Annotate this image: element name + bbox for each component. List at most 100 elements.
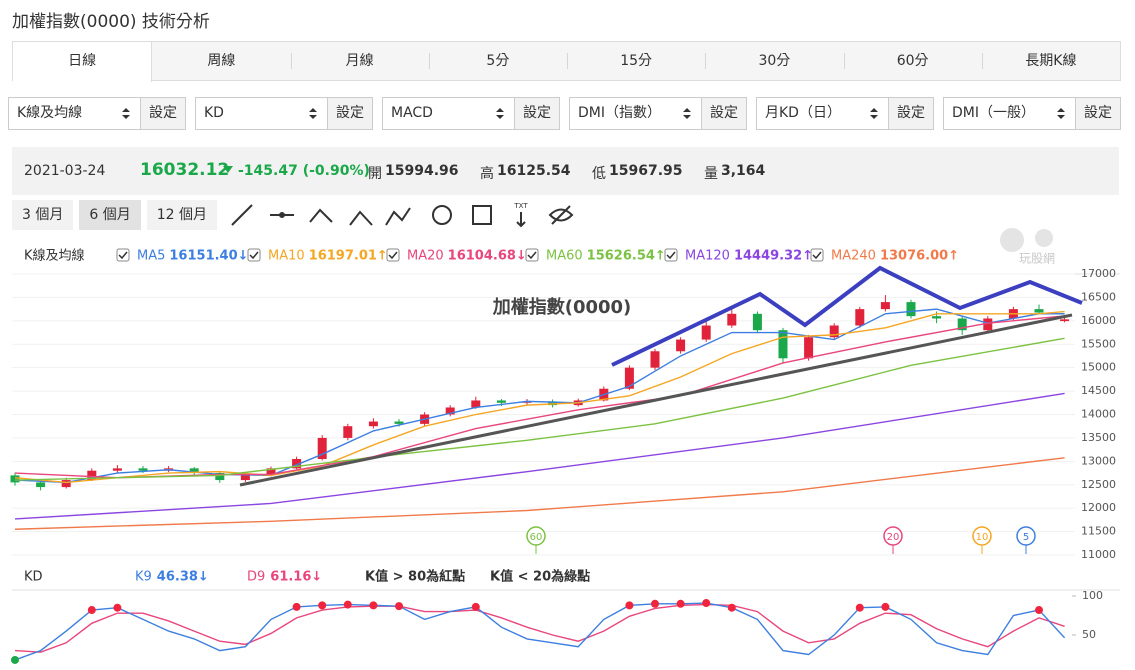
- open-value: 15994.96: [385, 163, 459, 179]
- candle-body: [855, 309, 865, 326]
- ma-line: [14, 315, 1065, 479]
- period-button[interactable]: 6 個月: [79, 200, 141, 230]
- y-tick-label: 13000: [1081, 454, 1116, 467]
- legend-value: 14449.32↑: [734, 249, 813, 264]
- tool-text-arrowhead: [516, 221, 526, 228]
- settings-button[interactable]: 設定: [1075, 98, 1120, 129]
- kd-note: K值 < 20為綠點: [490, 569, 590, 585]
- tab[interactable]: 60分: [843, 42, 982, 80]
- tab[interactable]: 日線: [13, 42, 153, 82]
- trend-zigzag: [611, 265, 1083, 367]
- settings-button[interactable]: 設定: [514, 98, 559, 129]
- legend-value: 16104.68↓: [448, 249, 527, 264]
- indicator-select[interactable]: 月KD（日）: [757, 98, 888, 129]
- tab[interactable]: 長期K線: [981, 42, 1120, 80]
- kd-title: KD: [24, 570, 43, 585]
- kd-legend-value: 61.16↓: [270, 570, 322, 585]
- tool-abc[interactable]: [349, 210, 373, 226]
- kd-red-dot: [471, 602, 480, 611]
- kd-legend-value: 46.38↓: [157, 570, 209, 585]
- candle-body: [701, 325, 711, 340]
- settings-button[interactable]: 設定: [701, 98, 746, 129]
- volume-label: 量: [704, 166, 718, 182]
- candle-body: [445, 407, 455, 415]
- legend-value: 16197.01↑: [309, 249, 388, 264]
- indicator-select[interactable]: K線及均線: [9, 98, 140, 129]
- select-group: K線及均線 設定: [8, 97, 186, 130]
- candle-body: [471, 400, 481, 408]
- indicator-select[interactable]: MACD: [383, 98, 514, 129]
- y-tick-label: 13500: [1081, 431, 1116, 444]
- legend-name: MA20: [407, 249, 444, 264]
- candle-body: [548, 401, 558, 406]
- chart-title: 加權指數(0000): [492, 296, 632, 318]
- legend-checkbox[interactable]: [116, 248, 130, 262]
- tool-wave[interactable]: [385, 207, 411, 226]
- legend-checkbox[interactable]: [525, 248, 539, 262]
- y-tick-label: 12000: [1081, 501, 1116, 514]
- candle-body: [906, 302, 916, 317]
- price-plot: 11000 11500 12000 12500 13000 13500 14000 14500…: [10, 248, 1116, 561]
- legend-value: 15626.54↑: [587, 249, 666, 264]
- tab[interactable]: 周線: [207, 53, 236, 69]
- tab[interactable]: 5分: [428, 42, 567, 80]
- high-label: 高: [480, 166, 494, 182]
- kd-red-dot: [676, 599, 685, 608]
- kd-red-dot: [369, 601, 378, 610]
- indicator-select[interactable]: KD: [196, 98, 327, 129]
- legend-checkbox[interactable]: [386, 248, 400, 262]
- kd-tick-label: 100: [1082, 589, 1103, 602]
- high-value: 16125.54: [497, 163, 571, 179]
- tool-rect[interactable]: [472, 205, 492, 225]
- tool-hide[interactable]: [548, 205, 574, 225]
- y-tick-label: 14500: [1081, 384, 1116, 397]
- legend-name: MA60: [546, 249, 583, 264]
- tab[interactable]: 月線: [290, 42, 429, 80]
- legend-value: 13076.00↑: [880, 249, 959, 264]
- period-button[interactable]: 12 個月: [146, 200, 217, 230]
- candle-body: [394, 421, 404, 424]
- kd-red-dot: [395, 602, 403, 611]
- kd-legend-name: K9: [135, 570, 152, 585]
- indicator-select[interactable]: DMI（指數）: [570, 98, 701, 129]
- legend-title: K線及均線: [24, 248, 85, 264]
- y-tick-label: 12500: [1081, 478, 1116, 491]
- candle-body: [87, 470, 97, 481]
- legend-check: [249, 251, 259, 260]
- candle-body: [240, 475, 250, 481]
- tab[interactable]: 30分: [705, 42, 843, 80]
- marker-circle: [1016, 526, 1036, 546]
- watermark-logo: 玩股網: [1000, 228, 1055, 266]
- y-tick-label: 17000: [1081, 267, 1116, 280]
- candle-body: [112, 468, 122, 471]
- candle-body: [189, 468, 199, 474]
- settings-button[interactable]: 設定: [140, 98, 185, 129]
- kd-red-dot: [343, 600, 352, 609]
- ma-line: [14, 337, 1065, 481]
- y-tick-label: 15500: [1081, 337, 1116, 350]
- legend-checkbox[interactable]: [664, 248, 678, 262]
- legend-checkbox[interactable]: [247, 248, 261, 262]
- tool-circle[interactable]: [432, 205, 452, 225]
- tab[interactable]: 15分: [567, 42, 705, 80]
- page-title: 加權指數(0000) 技術分析: [12, 12, 210, 32]
- legend-checkbox[interactable]: [810, 248, 824, 262]
- kd-red-dot: [113, 603, 122, 612]
- settings-button[interactable]: 設定: [888, 98, 933, 129]
- tool-line[interactable]: [231, 204, 253, 226]
- select-group: DMI（一般） 設定: [943, 97, 1121, 130]
- period-button[interactable]: 3 個月: [12, 200, 74, 230]
- down-triangle: [223, 166, 233, 173]
- low-value: 15967.95: [609, 163, 683, 179]
- legend-check: [388, 251, 398, 260]
- tool-angle[interactable]: [309, 208, 333, 223]
- ma-line: [14, 308, 1065, 484]
- legend-value: 16151.40↓: [169, 249, 248, 264]
- low-label: 低: [592, 166, 606, 182]
- kd-red-dot: [87, 606, 96, 615]
- indicator-select[interactable]: DMI（一般）: [944, 98, 1075, 129]
- select-group: 月KD（日） 設定: [756, 97, 934, 130]
- settings-button[interactable]: 設定: [327, 98, 372, 129]
